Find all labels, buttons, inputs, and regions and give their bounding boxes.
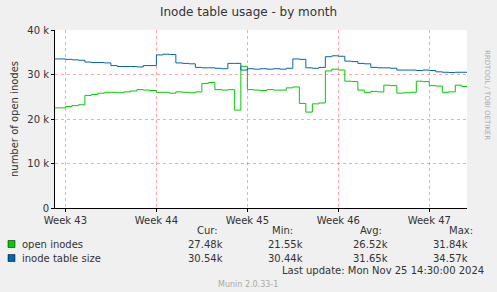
svg-text:21.55k: 21.55k: [268, 239, 303, 250]
svg-text:Avg:: Avg:: [360, 225, 382, 236]
svg-text:Week 44: Week 44: [135, 215, 178, 226]
svg-text:Week 47: Week 47: [408, 215, 451, 226]
svg-text:26.52k: 26.52k: [353, 239, 388, 250]
svg-text:Week 46: Week 46: [317, 215, 360, 226]
svg-text:20 k: 20 k: [27, 114, 49, 125]
svg-text:Last update: Mon Nov 25 14:30:: Last update: Mon Nov 25 14:30:00 2024: [282, 265, 484, 276]
svg-text:27.48k: 27.48k: [188, 239, 223, 250]
svg-text:number of open inodes: number of open inodes: [9, 61, 20, 177]
svg-text:10 k: 10 k: [27, 158, 49, 169]
svg-text:31.65k: 31.65k: [353, 253, 388, 264]
svg-text:30.54k: 30.54k: [188, 253, 223, 264]
svg-text:30.44k: 30.44k: [268, 253, 303, 264]
svg-text:34.57k: 34.57k: [433, 253, 468, 264]
svg-text:inode table size: inode table size: [22, 253, 101, 264]
svg-text:40 k: 40 k: [27, 25, 49, 36]
svg-text:0: 0: [43, 203, 49, 214]
svg-text:Week 43: Week 43: [44, 215, 87, 226]
svg-text:31.84k: 31.84k: [433, 239, 468, 250]
svg-text:Inode table usage - by month: Inode table usage - by month: [160, 5, 337, 19]
svg-text:Munin 2.0.33-1: Munin 2.0.33-1: [218, 280, 278, 289]
svg-text:RRDTOOL / TOBI OETIKER: RRDTOOL / TOBI OETIKER: [483, 50, 491, 140]
svg-text:Cur:: Cur:: [197, 225, 218, 236]
svg-text:open inodes: open inodes: [22, 239, 83, 250]
svg-text:30 k: 30 k: [27, 69, 49, 80]
svg-text:Max:: Max:: [449, 225, 473, 236]
svg-text:Week 45: Week 45: [226, 215, 269, 226]
svg-text:Min:: Min:: [272, 225, 293, 236]
